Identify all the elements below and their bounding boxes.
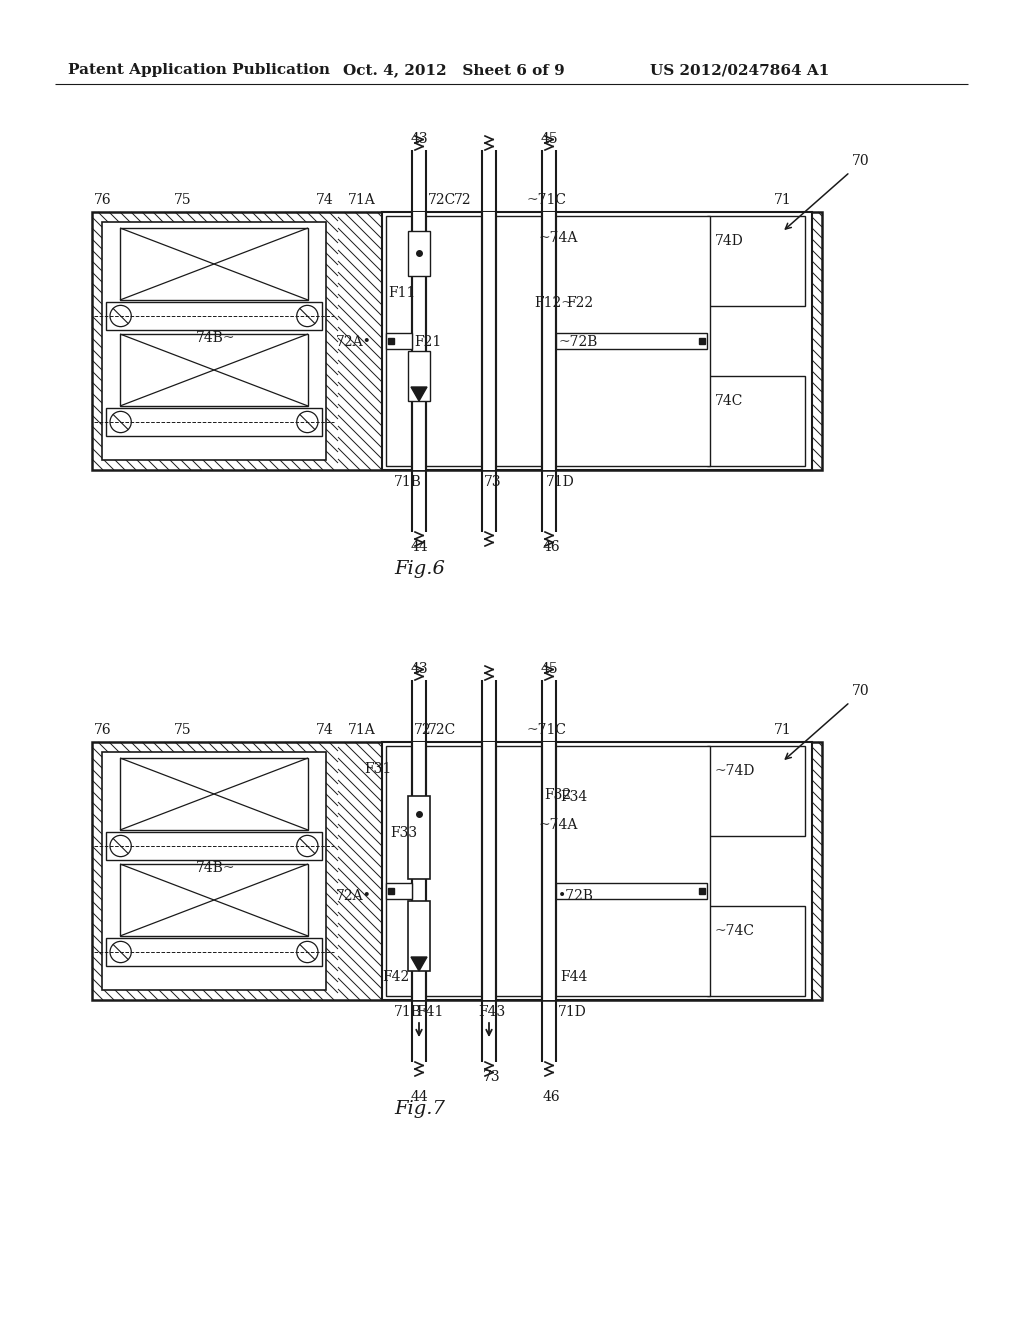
Bar — [386, 333, 412, 348]
Bar — [542, 213, 556, 470]
Text: 71B: 71B — [394, 475, 422, 488]
Polygon shape — [411, 387, 427, 401]
Text: F32: F32 — [544, 788, 571, 803]
Text: 46: 46 — [543, 1090, 560, 1104]
Text: F22: F22 — [566, 296, 593, 310]
Text: ~74D: ~74D — [715, 764, 756, 777]
Text: Fig.7: Fig.7 — [394, 1100, 445, 1118]
Bar — [120, 228, 308, 300]
Text: 71: 71 — [774, 193, 792, 207]
Text: 74B~: 74B~ — [196, 331, 236, 345]
Text: 72C: 72C — [428, 723, 457, 737]
Bar — [382, 213, 812, 470]
Text: 70: 70 — [852, 154, 869, 168]
Text: 76: 76 — [94, 723, 112, 737]
Bar — [707, 376, 805, 466]
Text: F44: F44 — [560, 970, 588, 983]
Bar — [92, 213, 822, 470]
Text: 74C: 74C — [715, 393, 743, 408]
Text: F42: F42 — [382, 970, 410, 983]
Bar — [120, 865, 308, 936]
Text: 73: 73 — [483, 1071, 501, 1084]
Bar — [542, 742, 556, 1001]
Text: F31: F31 — [364, 762, 391, 776]
Text: ~72B: ~72B — [558, 335, 597, 348]
Bar — [412, 742, 426, 1001]
Text: 70: 70 — [852, 684, 869, 698]
Text: Oct. 4, 2012   Sheet 6 of 9: Oct. 4, 2012 Sheet 6 of 9 — [343, 63, 565, 77]
Text: 74: 74 — [316, 193, 334, 207]
Text: ~74A: ~74A — [538, 818, 578, 832]
Text: 73: 73 — [484, 475, 502, 488]
Text: ~71C: ~71C — [526, 193, 566, 207]
Text: F34: F34 — [560, 789, 587, 804]
Text: US 2012/0247864 A1: US 2012/0247864 A1 — [650, 63, 829, 77]
Text: 72: 72 — [414, 723, 432, 737]
Bar — [382, 742, 812, 1001]
Text: 74: 74 — [316, 723, 334, 737]
Polygon shape — [411, 957, 427, 972]
Bar — [556, 333, 707, 348]
Bar — [386, 883, 412, 899]
Text: 46: 46 — [543, 540, 560, 554]
Text: Patent Application Publication: Patent Application Publication — [68, 63, 330, 77]
Bar — [408, 902, 430, 972]
Bar — [707, 746, 805, 836]
Text: F11: F11 — [388, 286, 416, 300]
Text: Fig.6: Fig.6 — [394, 560, 445, 578]
Text: 71A: 71A — [348, 193, 376, 207]
Text: ~71C: ~71C — [526, 723, 566, 737]
Bar — [408, 231, 430, 276]
Text: 72: 72 — [454, 193, 472, 207]
Bar — [92, 742, 822, 1001]
Bar — [408, 351, 430, 401]
Text: F41: F41 — [416, 1005, 443, 1019]
Text: ~74C: ~74C — [715, 924, 755, 939]
Text: 76: 76 — [94, 193, 112, 207]
Text: 45: 45 — [541, 663, 559, 676]
Bar — [707, 216, 805, 306]
Bar — [120, 334, 308, 407]
Bar — [412, 213, 426, 470]
Text: 44: 44 — [411, 1090, 429, 1104]
Text: 72C: 72C — [428, 193, 457, 207]
Text: 71D: 71D — [558, 1005, 587, 1019]
Text: •72B: •72B — [558, 888, 594, 903]
Text: 71D: 71D — [546, 475, 574, 488]
Text: 71: 71 — [774, 723, 792, 737]
Text: 45: 45 — [541, 132, 559, 147]
Text: 43: 43 — [411, 663, 429, 676]
Bar — [556, 883, 707, 899]
Text: 72A•: 72A• — [336, 335, 372, 348]
Text: 74D: 74D — [715, 234, 743, 248]
Text: F12~: F12~ — [534, 296, 572, 310]
Text: F33: F33 — [390, 826, 417, 840]
Bar — [106, 832, 322, 861]
Bar — [408, 796, 430, 879]
Text: 75: 75 — [174, 193, 191, 207]
Text: F43: F43 — [478, 1005, 505, 1019]
Bar — [92, 213, 822, 470]
Text: 71A: 71A — [348, 723, 376, 737]
Bar — [707, 906, 805, 997]
Text: 72A•: 72A• — [336, 888, 372, 903]
Bar — [482, 213, 496, 470]
Text: 75: 75 — [174, 723, 191, 737]
Bar — [386, 746, 710, 997]
Text: 74B~: 74B~ — [196, 861, 236, 875]
Bar — [102, 752, 326, 990]
Text: 71B: 71B — [394, 1005, 422, 1019]
Bar — [92, 742, 822, 1001]
Text: F21: F21 — [414, 335, 441, 348]
Bar — [386, 216, 710, 466]
Text: 44: 44 — [411, 540, 429, 554]
Bar — [106, 939, 322, 966]
Bar — [106, 302, 322, 330]
Bar — [102, 222, 326, 459]
Bar — [106, 408, 322, 436]
Bar — [482, 742, 496, 1001]
Text: 43: 43 — [411, 132, 429, 147]
Text: ~74A: ~74A — [538, 231, 578, 246]
Bar — [120, 758, 308, 830]
